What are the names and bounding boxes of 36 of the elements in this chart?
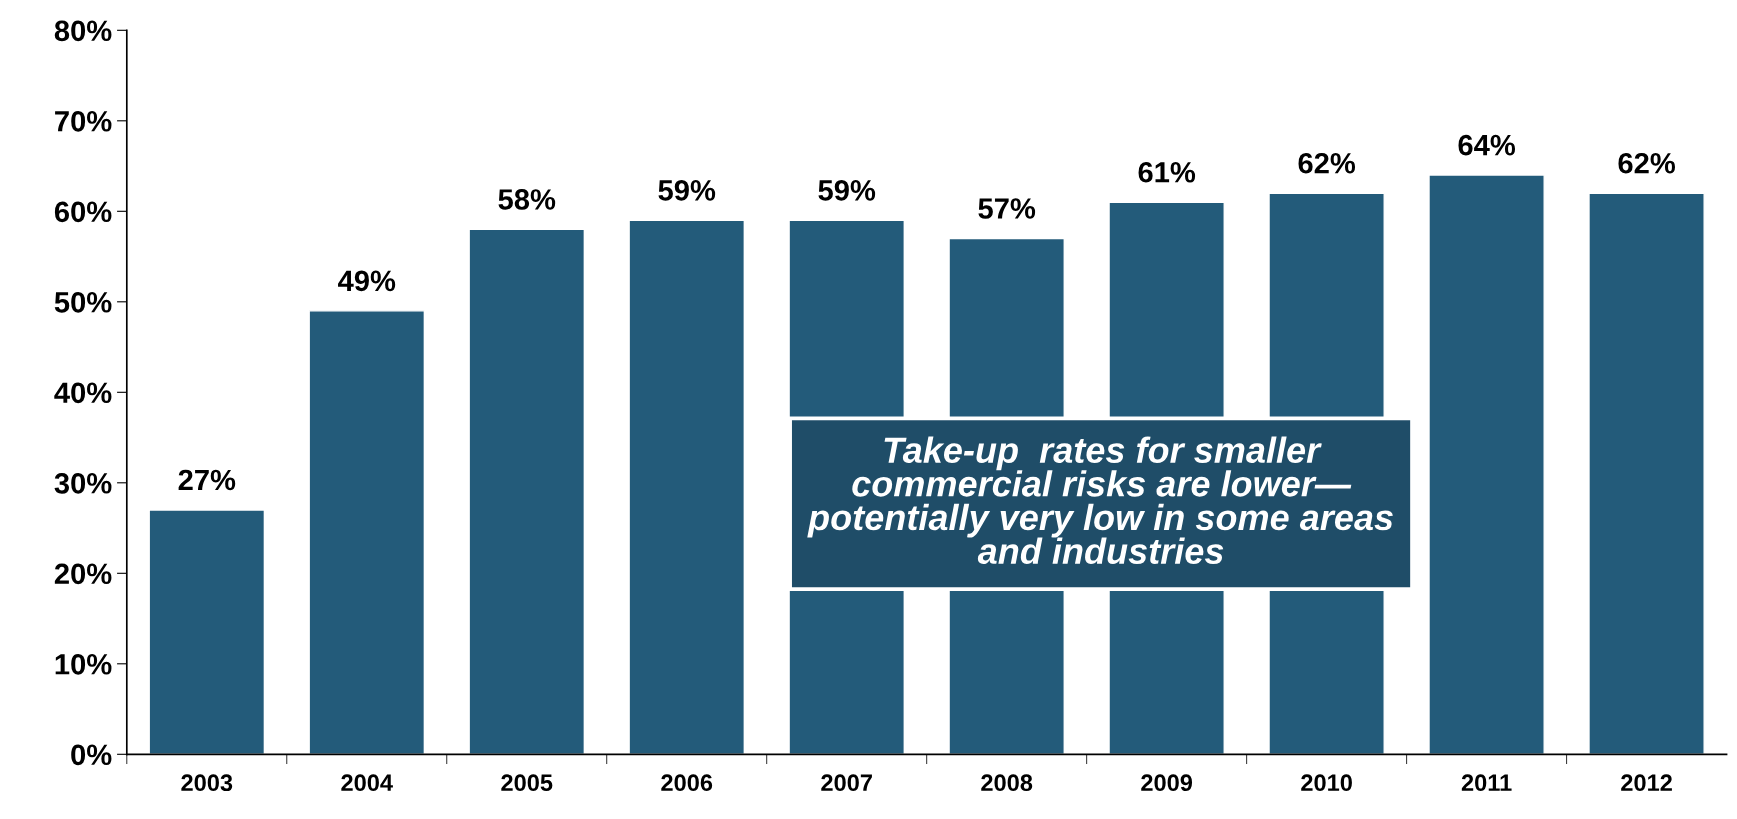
y-tick-label: 0% [71, 744, 112, 766]
x-tick-label: 2008 [981, 774, 1033, 792]
bar [468, 228, 586, 755]
data-label: 49% [338, 270, 396, 292]
x-tick-label: 2003 [181, 774, 233, 792]
bar [1588, 192, 1705, 755]
y-tick-label: 40% [54, 382, 112, 404]
data-label: 27% [178, 469, 236, 491]
y-tick-label: 20% [54, 563, 112, 585]
x-tick-label: 2004 [341, 774, 393, 792]
y-tick-label: 80% [54, 20, 112, 42]
data-label: 62% [1298, 152, 1356, 174]
x-tick-label: 2009 [1141, 774, 1193, 792]
x-tick-label: 2007 [821, 774, 872, 792]
x-tick-label: 2012 [1621, 774, 1672, 792]
x-tick-label: 2010 [1301, 774, 1352, 792]
y-tick-label: 30% [54, 473, 112, 494]
data-label: 59% [818, 180, 876, 201]
data-label: 57% [978, 198, 1036, 219]
data-label: 62% [1618, 152, 1676, 174]
y-tick-label: 60% [54, 201, 112, 223]
x-tick-label: 2006 [661, 774, 713, 792]
y-tick-label: 10% [55, 654, 112, 675]
bar [148, 509, 266, 755]
y-tick-label: 50% [54, 292, 112, 313]
data-label: 64% [1458, 134, 1516, 156]
data-label: 59% [658, 180, 716, 201]
x-tick-label: 2011 [1461, 774, 1512, 792]
y-tick-label: 70% [55, 111, 112, 132]
bar [308, 310, 426, 755]
bar [1428, 174, 1545, 755]
annotation: Take-up rates for smaller commercial risks are lower— potentially very low in some areas and industries [807, 436, 1393, 564]
bar [628, 219, 746, 755]
data-label: 58% [498, 189, 556, 210]
data-label: 61% [1138, 161, 1196, 183]
x-tick-label: 2005 [501, 774, 553, 792]
